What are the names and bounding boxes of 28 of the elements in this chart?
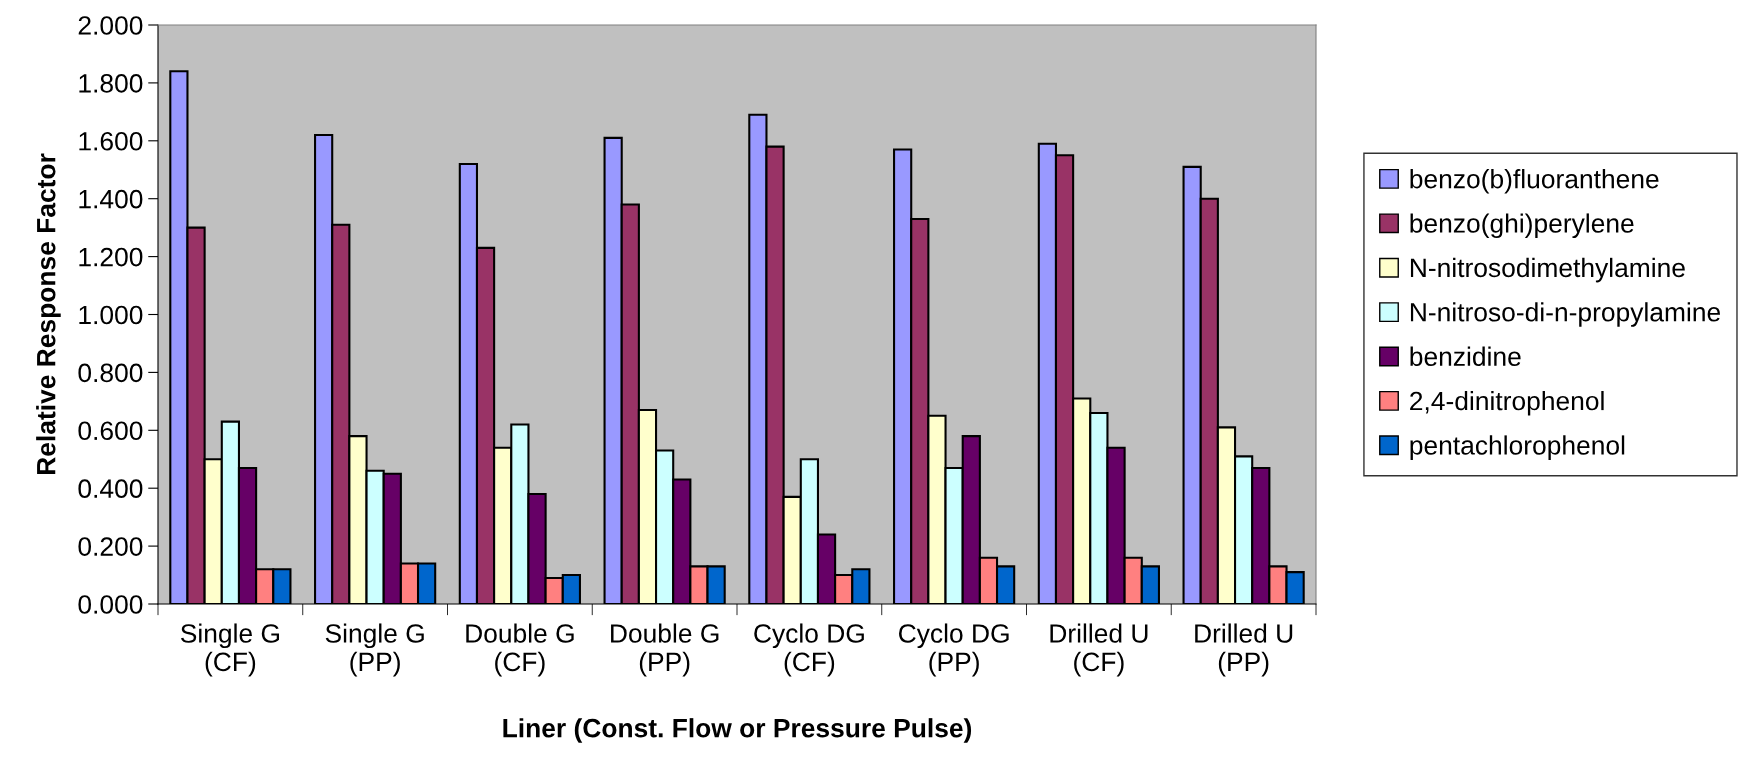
y-tick-label: 0.200 <box>78 537 143 556</box>
legend-label: benzo(b)fluoranthene <box>1410 169 1659 194</box>
x-tick-label: Single G (PP) <box>325 623 424 677</box>
x-tick-label: Double G (CF) <box>466 623 574 677</box>
legend-label: N-nitroso-di-n-propylamine <box>1410 302 1720 327</box>
y-tick-label: 1.000 <box>79 305 143 325</box>
legend-label: benzidine <box>1410 346 1521 366</box>
y-tick-label: 2.000 <box>78 16 143 35</box>
x-axis-title: Liner (Const. Flow or Pressure Pulse) <box>503 718 972 743</box>
x-tick-label: Drilled U (CF) <box>1050 623 1148 677</box>
y-tick-label: 0.400 <box>78 479 143 499</box>
y-tick-label: 1.400 <box>79 189 143 209</box>
legend-label: N-nitrosodimethylamine <box>1410 257 1685 283</box>
x-tick-label: Single G (CF) <box>180 623 280 677</box>
y-tick-label: 0.000 <box>78 595 143 614</box>
x-tick-label: Double G (PP) <box>611 623 719 677</box>
legend-label: pentachlorophenol <box>1410 435 1625 460</box>
x-tick-label: Drilled U (PP) <box>1195 623 1293 677</box>
y-tick-label: 0.600 <box>78 421 143 441</box>
y-tick-label: 1.600 <box>79 131 143 151</box>
legend-label: 2,4-dinitrophenol <box>1410 390 1604 416</box>
x-tick-label: Cyclo DG (PP) <box>899 623 1009 677</box>
y-tick-label: 1.200 <box>79 247 143 267</box>
y-tick-label: 0.800 <box>78 363 143 383</box>
y-axis-title: Relative Response Factor <box>36 153 61 475</box>
y-tick-label: 1.800 <box>79 74 143 93</box>
legend-label: benzo(ghi)perylene <box>1410 213 1634 239</box>
x-tick-label: Cyclo DG (CF) <box>754 623 864 677</box>
